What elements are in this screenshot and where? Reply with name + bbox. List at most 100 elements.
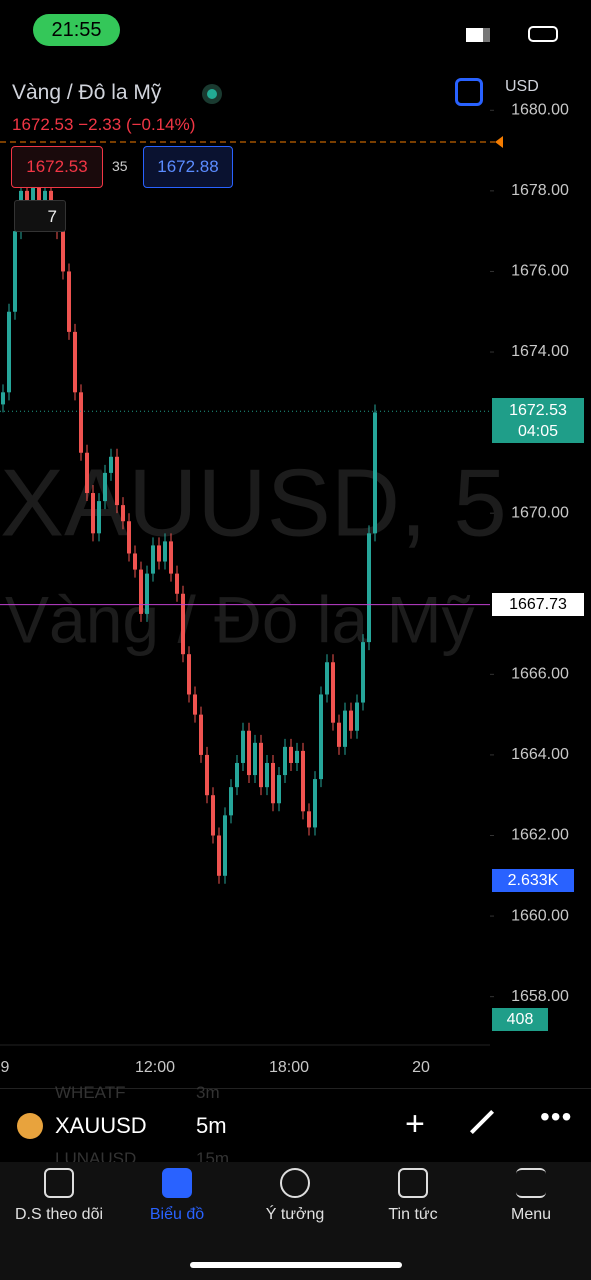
x-tick-label: 9 xyxy=(1,1059,10,1076)
change-percent: (−0.14%) xyxy=(125,115,196,134)
candle xyxy=(37,182,41,207)
alert-marker xyxy=(495,136,503,148)
candle xyxy=(373,412,377,534)
y-tick-label: 1678.00 xyxy=(511,182,569,199)
candle xyxy=(121,505,125,522)
y-tick-label: 1680.00 xyxy=(511,102,569,119)
candle xyxy=(319,694,323,780)
clock: 21:55 xyxy=(33,14,120,46)
candle xyxy=(229,787,233,816)
battery xyxy=(528,26,558,42)
candle xyxy=(127,521,131,554)
tab-label: Ý tưởng xyxy=(265,1206,325,1223)
tab[interactable]: Ý tưởng xyxy=(236,1168,354,1224)
watermark-name: Vàng / Đô la Mỹ xyxy=(5,582,475,656)
x-tick-label: 18:00 xyxy=(269,1059,309,1076)
candle xyxy=(157,545,161,562)
y-tick-label: 1660.00 xyxy=(511,907,569,924)
candle xyxy=(337,722,341,747)
candle xyxy=(163,541,167,562)
candle xyxy=(343,710,347,747)
candle xyxy=(289,746,293,763)
y-tick-label: 1674.00 xyxy=(511,343,569,360)
x-tick-label: 20 xyxy=(412,1059,430,1076)
candle xyxy=(181,593,185,655)
candle xyxy=(325,662,329,695)
draw-button[interactable] xyxy=(469,1109,495,1135)
tab[interactable]: Menu xyxy=(472,1168,590,1224)
toolbar: WHEATF 3m LUNAUSD 15m XAUUSD 5m + ••• xyxy=(0,1083,591,1168)
last-price-tag: 1672.53 04:05 xyxy=(492,398,584,443)
toolbar-symbol[interactable]: XAUUSD xyxy=(55,1113,147,1138)
sell-button[interactable]: 1672.53 xyxy=(11,146,103,188)
candle xyxy=(109,456,113,473)
indicators-toggle[interactable]: 7 xyxy=(14,200,66,232)
currency[interactable]: USD xyxy=(505,78,539,95)
tab[interactable]: Tin tức xyxy=(354,1168,472,1224)
y-tick-label: 1666.00 xyxy=(511,666,569,683)
candle xyxy=(139,569,143,614)
candle xyxy=(223,815,227,876)
tab[interactable]: D.S theo dõi xyxy=(0,1168,118,1224)
buy-button[interactable]: 1672.88 xyxy=(143,146,233,188)
tab-label: Tin tức xyxy=(388,1206,438,1223)
candle xyxy=(241,730,245,763)
candle xyxy=(313,779,317,828)
candle xyxy=(355,702,359,731)
candle xyxy=(217,835,221,876)
candle xyxy=(169,541,173,574)
candle xyxy=(7,311,11,393)
candle xyxy=(211,795,215,836)
last-price: 1672.53 xyxy=(12,115,74,134)
candle xyxy=(199,714,203,755)
candle xyxy=(271,762,275,804)
more-button[interactable]: ••• xyxy=(540,1101,573,1132)
candle xyxy=(13,231,17,312)
candle xyxy=(103,472,107,502)
candle xyxy=(205,754,209,796)
signal xyxy=(466,28,490,42)
candle xyxy=(85,452,89,494)
symbol-name[interactable]: Vàng / Đô la Mỹ xyxy=(12,81,162,104)
home-indicator xyxy=(190,1262,402,1268)
candle xyxy=(247,730,251,776)
candle xyxy=(175,573,179,594)
candle xyxy=(331,662,335,723)
candle xyxy=(1,392,5,405)
candle xyxy=(133,553,137,570)
countdown: 04:05 xyxy=(517,423,559,440)
hline-tag: 1667.73 xyxy=(492,593,584,616)
watermark: XAUUSD, 5 xyxy=(0,449,507,556)
candle xyxy=(31,182,35,212)
toolbar-interval[interactable]: 5m xyxy=(196,1113,227,1138)
y-tick-label: 1664.00 xyxy=(511,746,569,763)
candle xyxy=(67,271,71,332)
y-tick-label: 1658.00 xyxy=(511,988,569,1005)
candle xyxy=(145,573,149,614)
fullscreen-button[interactable] xyxy=(455,78,483,106)
candle xyxy=(349,710,353,731)
hidden-symbol: WHEATF xyxy=(55,1083,126,1102)
change: −2.33 xyxy=(78,115,122,134)
volume-ma-tag: 2.633K xyxy=(492,869,574,892)
spread: 35 xyxy=(112,158,128,174)
symbol-icon xyxy=(17,1113,43,1139)
hidden-interval: 3m xyxy=(196,1083,220,1102)
candle xyxy=(259,742,263,788)
tab[interactable]: Biểu đồ xyxy=(118,1168,236,1224)
candle xyxy=(115,456,119,506)
x-tick-label: 12:00 xyxy=(135,1059,175,1076)
candle xyxy=(295,750,299,763)
candle xyxy=(367,533,371,643)
last-price-value: 1672.53 xyxy=(509,402,567,419)
tab-label: Menu xyxy=(510,1206,552,1223)
candle xyxy=(79,392,83,453)
add-button[interactable]: + xyxy=(405,1105,425,1143)
candle xyxy=(97,501,101,534)
candle xyxy=(73,331,77,393)
y-tick-label: 1676.00 xyxy=(511,263,569,280)
tab-label: D.S theo dõi xyxy=(14,1206,104,1223)
candle xyxy=(151,545,155,574)
chart: XAUUSD, 5 Vàng / Đô la Mỹ 1680.00 1678.00… xyxy=(0,102,569,1076)
